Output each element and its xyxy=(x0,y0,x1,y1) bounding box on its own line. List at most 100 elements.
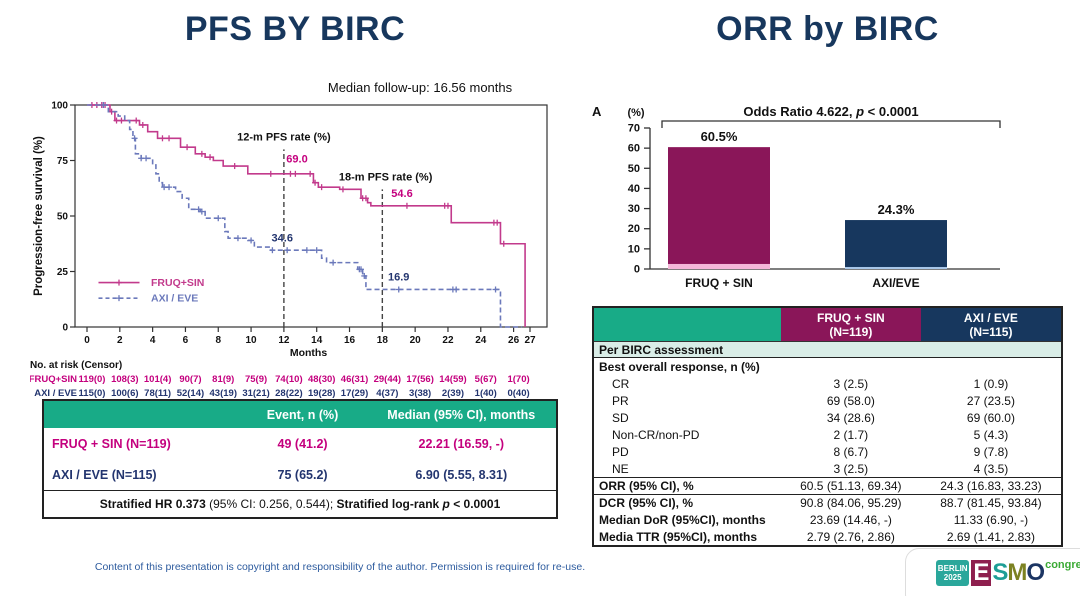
bar-value-label: 24.3% xyxy=(878,202,915,217)
risk-value: 75(9) xyxy=(245,374,267,385)
risk-value: 43(19) xyxy=(210,388,237,398)
response-value-axi-eve: 69 (60.0) xyxy=(966,410,1015,425)
risk-value: 100(6) xyxy=(111,388,138,398)
bar-y-tick-label: 70 xyxy=(628,123,640,135)
risk-value: 1(40) xyxy=(475,388,497,398)
odds-ratio-bracket xyxy=(661,120,1001,128)
response-value-axi-eve: 27 (23.5) xyxy=(966,393,1015,408)
bar-category-label: AXI/EVE xyxy=(872,276,919,290)
badge-year: 2025 xyxy=(943,573,962,582)
x-tick-label: 22 xyxy=(442,335,454,346)
response-value-fruq-sin: 3 (2.5) xyxy=(833,376,869,391)
km-annotation: 16.9 xyxy=(388,271,409,283)
y-tick-label: 0 xyxy=(62,323,68,334)
bar-y-tick-label: 50 xyxy=(628,163,640,175)
bar-base-strip xyxy=(845,266,947,269)
response-row-label: PD xyxy=(612,444,629,459)
risk-value: 4(37) xyxy=(376,388,398,398)
risk-value: 28(22) xyxy=(275,388,302,398)
summary-table-row: AXI / EVE (N=115) 75 (65.2) 6.90 (5.55, 8.… xyxy=(44,459,556,490)
response-header-blank xyxy=(594,308,781,341)
summary-row-label: AXI / EVE (N=115) xyxy=(52,467,157,482)
risk-value: 115(0) xyxy=(79,388,106,398)
response-row-label: ORR (95% CI), % xyxy=(599,479,694,493)
km-annotation: 12-m PFS rate (%) xyxy=(237,132,331,144)
orr-bar-chart: A (%) 0 10 20 30 40 50 60 70 Odds Ratio 4.622, p <… xyxy=(592,104,1001,290)
risk-value: 0(40) xyxy=(507,388,529,398)
risk-value: 5(67) xyxy=(475,374,497,385)
response-row-label: CR xyxy=(612,376,630,391)
response-value-fruq-sin: 8 (6.7) xyxy=(833,444,869,459)
km-annotation: 18-m PFS rate (%) xyxy=(339,171,433,183)
bar-y-tick-label: 10 xyxy=(628,243,640,255)
berlin-2025-badge: BERLIN 2025 xyxy=(936,560,970,586)
response-row-label: SD xyxy=(612,410,629,425)
risk-value: 14(59) xyxy=(439,374,466,385)
response-row-label: DCR (95% CI), % xyxy=(599,496,694,510)
x-tick-label: 4 xyxy=(150,335,156,346)
response-value-fruq-sin: 34 (28.6) xyxy=(826,410,875,425)
risk-value: 17(29) xyxy=(341,388,368,398)
response-section-header: Per BIRC assessment xyxy=(594,341,1061,358)
bar-category-label: FRUQ + SIN xyxy=(685,276,753,290)
bar-y-tick-label: 20 xyxy=(628,223,640,235)
response-value-axi-eve: 2.69 (1.41, 2.83) xyxy=(946,529,1035,544)
response-table-row: SD 34 (28.6) 69 (60.0) xyxy=(594,409,1061,426)
y-tick-label: 25 xyxy=(57,267,69,278)
km-curve-axi-eve xyxy=(87,104,522,328)
response-value-fruq-sin: 2 (1.7) xyxy=(833,427,869,442)
x-tick-label: 2 xyxy=(117,335,123,346)
response-value-fruq-sin: 3 (2.5) xyxy=(833,461,869,476)
x-tick-label: 0 xyxy=(84,335,90,346)
response-value-axi-eve: 11.33 (6.90, -) xyxy=(953,512,1029,527)
risk-value: 119(0) xyxy=(79,374,106,385)
risk-row-label: AXI / EVE xyxy=(34,388,77,398)
esmo-congress-logo: BERLIN 2025 E S M O congress xyxy=(905,548,1080,596)
response-value-axi-eve: 5 (4.3) xyxy=(973,427,1009,442)
risk-value: 19(28) xyxy=(308,388,335,398)
response-value-fruq-sin: 2.79 (2.76, 2.86) xyxy=(806,529,895,544)
header-arm-n: (N=115) xyxy=(969,324,1013,339)
risk-value: 3(38) xyxy=(409,388,431,398)
response-table-row: NE 3 (2.5) 4 (3.5) xyxy=(594,460,1061,477)
response-row-label: Median DoR (95%CI), months xyxy=(599,512,766,527)
bar-y-axis-label: (%) xyxy=(627,107,644,119)
response-header-fruq-sin: FRUQ + SIN (N=119) xyxy=(780,308,921,341)
risk-row-label: FRUQ+SIN xyxy=(30,374,77,385)
footnote-p: p xyxy=(442,497,450,511)
footnote-pvalue: < 0.0001 xyxy=(449,497,501,511)
km-annotation: 69.0 xyxy=(286,154,307,166)
x-tick-label: 12 xyxy=(278,335,290,346)
response-value-fruq-sin: 69 (58.0) xyxy=(826,393,875,408)
response-table-row: PD 8 (6.7) 9 (7.8) xyxy=(594,443,1061,460)
risk-value: 81(9) xyxy=(212,374,234,385)
response-table-header: FRUQ + SIN (N=119) AXI / EVE (N=115) xyxy=(594,308,1061,341)
pfs-summary-table: Event, n (%) Median (95% CI), months FRUQ … xyxy=(42,399,558,519)
footnote-hr: Stratified HR 0.373 xyxy=(99,497,206,511)
summary-row-label: FRUQ + SIN (N=119) xyxy=(52,436,171,451)
response-table-row: Non-CR/non-PD 2 (1.7) 5 (4.3) xyxy=(594,426,1061,443)
response-value-axi-eve: 9 (7.8) xyxy=(973,444,1009,459)
x-tick-label: 16 xyxy=(344,335,356,346)
summary-row-event: 75 (65.2) xyxy=(277,467,328,482)
panel-label-a: A xyxy=(592,104,602,119)
response-table-row: Median DoR (95%CI), months 23.69 (14.46, … xyxy=(594,511,1061,528)
logo-congress-text: congress xyxy=(1045,559,1080,571)
risk-value: 101(4) xyxy=(144,374,171,385)
pfs-title: PFS BY BIRC xyxy=(184,10,406,48)
risk-value: 90(7) xyxy=(179,374,201,385)
response-row-label: Best overall response, n (%) xyxy=(599,359,760,374)
logo-letter-o: O xyxy=(1026,559,1046,586)
bar-fruq-sin xyxy=(668,147,770,269)
median-followup-text: Median follow-up: 16.56 months xyxy=(327,80,513,95)
footnote-logrank: Stratified log-rank xyxy=(336,497,443,511)
response-table-row: Media TTR (95%CI), months 2.79 (2.76, 2.8… xyxy=(594,528,1061,545)
risk-value: 74(10) xyxy=(275,374,302,385)
header-arm-name: AXI / EVE xyxy=(963,310,1018,325)
response-table-row: Best overall response, n (%) xyxy=(594,358,1061,375)
response-row-label: Media TTR (95%CI), months xyxy=(599,529,758,544)
risk-value: 46(31) xyxy=(341,374,368,385)
bar-y-tick-label: 0 xyxy=(634,264,640,276)
risk-table-title: No. at risk (Censor) xyxy=(30,360,122,371)
